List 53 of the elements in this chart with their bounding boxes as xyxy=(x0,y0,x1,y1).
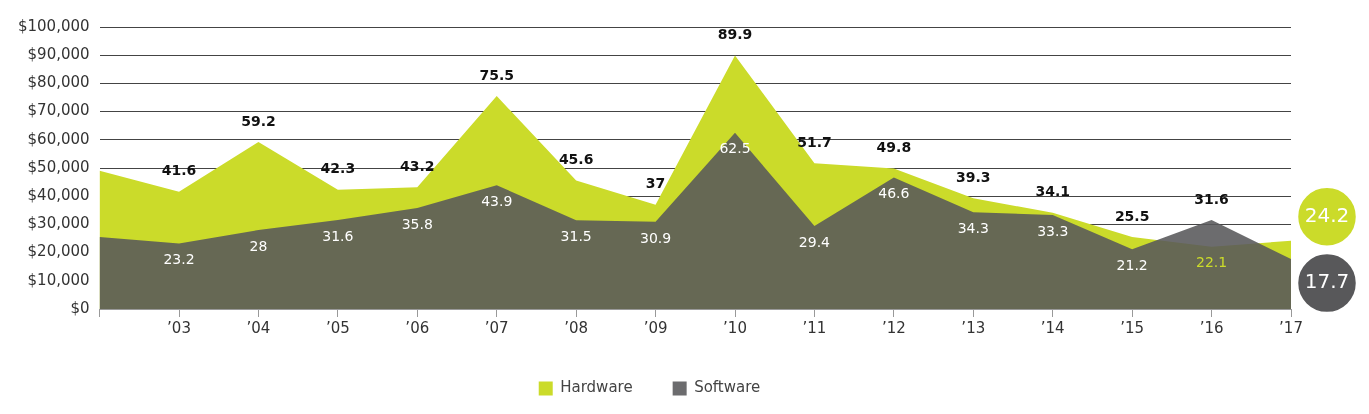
annotation: 59.2 xyxy=(241,112,276,129)
annotation: 45.6 xyxy=(558,151,594,168)
x-tick-label: ’12 xyxy=(881,318,906,337)
x-tick-label: ’17 xyxy=(1279,318,1303,337)
y-tick-label: $10,000 xyxy=(27,270,90,289)
annotation: 75.5 xyxy=(479,66,514,83)
x-tick-label: ’15 xyxy=(1120,318,1145,337)
annotation: 39.3 xyxy=(956,168,991,185)
annotation: 29.4 xyxy=(798,233,831,250)
annotation: 62.5 xyxy=(719,140,751,157)
x-tick-label: ’08 xyxy=(564,318,589,337)
x-tick-label: ’14 xyxy=(1040,318,1065,337)
x-tick-label: ’11 xyxy=(802,318,827,337)
x-tick-label: ’16 xyxy=(1199,318,1224,337)
y-tick-label: $80,000 xyxy=(27,73,90,92)
annotation: 31.5 xyxy=(560,227,592,244)
annotation: 23.2 xyxy=(163,251,195,268)
annotation: 49.8 xyxy=(876,139,912,156)
annotation: 31.6 xyxy=(322,227,354,244)
x-tick-label: ’03 xyxy=(167,318,191,337)
x-tick-label: ’04 xyxy=(246,318,271,337)
x-tick-label: ’07 xyxy=(484,318,509,337)
y-tick-label: $40,000 xyxy=(27,186,90,205)
annotation: 25.5 xyxy=(1114,207,1150,224)
y-tick-label: $30,000 xyxy=(27,214,90,233)
annotation: 34.3 xyxy=(957,219,989,236)
legend-label: Hardware xyxy=(560,378,633,397)
x-tick-label: ’05 xyxy=(325,318,350,337)
y-tick-label: $20,000 xyxy=(27,242,90,261)
annotation: 34.1 xyxy=(1035,183,1070,200)
annotation: 89.9 xyxy=(717,26,753,43)
x-tick-label: ’10 xyxy=(723,318,747,337)
annotation: 33.3 xyxy=(1037,222,1069,239)
annotation: 17.7 xyxy=(1304,269,1350,294)
legend-label: Software xyxy=(694,378,761,397)
annotation: 24.2 xyxy=(1304,202,1350,227)
annotation: 21.2 xyxy=(1116,256,1148,273)
y-tick-label: $0 xyxy=(70,298,90,317)
annotation: 43.9 xyxy=(481,192,513,209)
annotation: 46.6 xyxy=(878,185,910,202)
annotation: 37 xyxy=(645,175,666,192)
y-tick-label: $70,000 xyxy=(27,101,90,120)
y-tick-label: $90,000 xyxy=(27,45,90,64)
x-tick-label: ’13 xyxy=(961,318,986,337)
y-tick-label: $50,000 xyxy=(27,157,90,176)
annotation: 35.8 xyxy=(401,215,433,232)
y-tick-label: $60,000 xyxy=(27,129,90,148)
annotation: 30.9 xyxy=(639,229,672,246)
annotation: 22.1 xyxy=(1195,254,1228,271)
y-tick-label: $100,000 xyxy=(17,16,90,35)
x-tick-label: ’09 xyxy=(643,318,668,337)
annotation: 28 xyxy=(249,237,268,254)
x-tick-label: ’06 xyxy=(405,318,430,337)
